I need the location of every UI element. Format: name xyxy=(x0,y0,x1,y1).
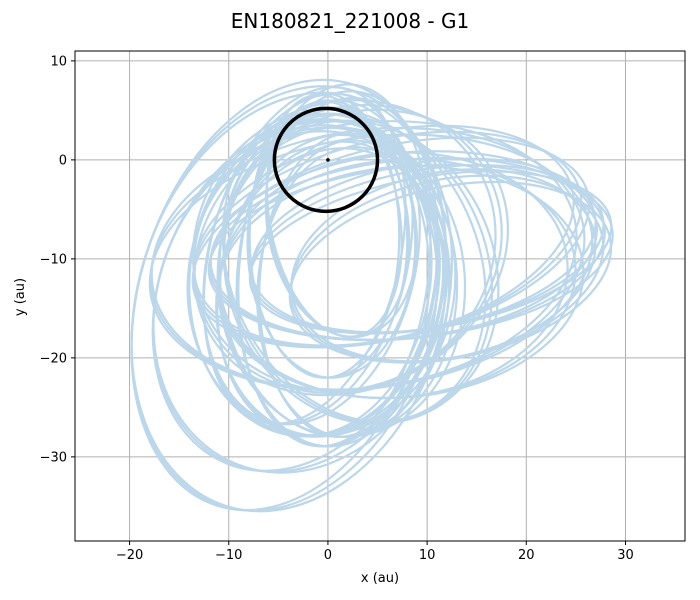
chart-title: EN180821_221008 - G1 xyxy=(231,9,469,33)
y-tick-label: −20 xyxy=(40,351,67,366)
grid-lines xyxy=(75,51,685,541)
tick-labels: −20 −10 0 10 20 30 10 0 −10 −20 −30 xyxy=(40,54,634,563)
trajectory-loop xyxy=(186,126,457,438)
plot-area xyxy=(130,78,614,513)
x-axis-label: x (au) xyxy=(361,571,399,586)
axes xyxy=(71,50,686,545)
star-marker xyxy=(326,158,330,162)
x-tick-label: 20 xyxy=(518,548,535,563)
y-tick-label: 0 xyxy=(59,153,67,168)
trajectory-loop xyxy=(217,165,585,400)
x-tick-label: 10 xyxy=(419,548,436,563)
y-tick-label: −10 xyxy=(40,252,67,267)
axes-frame xyxy=(74,50,686,542)
x-tick-label: 30 xyxy=(617,548,634,563)
y-axis-label: y (au) xyxy=(13,278,28,316)
y-tick-label: 10 xyxy=(50,54,67,69)
x-tick-label: −10 xyxy=(215,548,242,563)
trajectory-loop xyxy=(288,180,613,364)
x-tick-label: 0 xyxy=(324,548,332,563)
x-tick-label: −20 xyxy=(116,548,143,563)
trajectory-loop xyxy=(130,91,453,513)
y-tick-label: −30 xyxy=(40,450,67,465)
reference-orbit xyxy=(272,106,380,214)
